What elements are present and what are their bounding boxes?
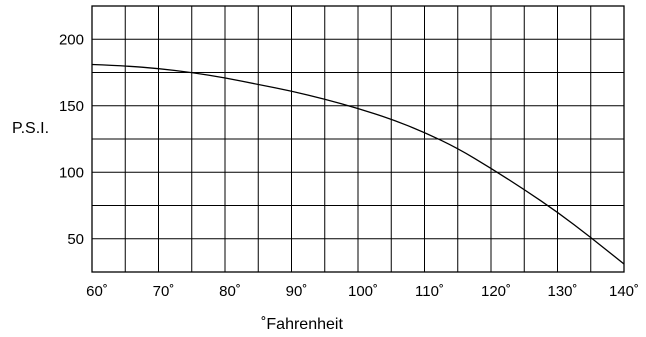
- x-tick-label: 100˚: [348, 283, 378, 300]
- x-tick-label: 140˚: [609, 283, 639, 300]
- x-tick-label: 70˚: [153, 283, 175, 300]
- grid-layer: [92, 6, 624, 272]
- y-tick-label: 150: [59, 98, 84, 115]
- x-tick-label: 110˚: [415, 283, 444, 300]
- x-tick-label: 90˚: [286, 283, 308, 300]
- x-tick-label: 60˚: [86, 283, 108, 300]
- y-axis-title: P.S.I.: [12, 120, 49, 137]
- series-line: [91, 63, 625, 265]
- plot-frame: [91, 5, 625, 273]
- x-tick-label: 80˚: [219, 283, 241, 300]
- y-tick-label: 200: [59, 31, 84, 48]
- y-tick-label: 50: [67, 231, 84, 248]
- x-tick-label: 120˚: [481, 283, 511, 300]
- x-tick-labels: 60˚ 70˚ 80˚ 90˚ 100˚ 110˚ 120˚ 130˚ 140˚: [86, 283, 639, 300]
- y-tick-label: 100: [59, 164, 84, 181]
- y-tick-labels: 50 100 150 200: [59, 31, 84, 248]
- x-axis-title: ˚Fahrenheit: [261, 316, 343, 333]
- x-tick-label: 130˚: [547, 283, 577, 300]
